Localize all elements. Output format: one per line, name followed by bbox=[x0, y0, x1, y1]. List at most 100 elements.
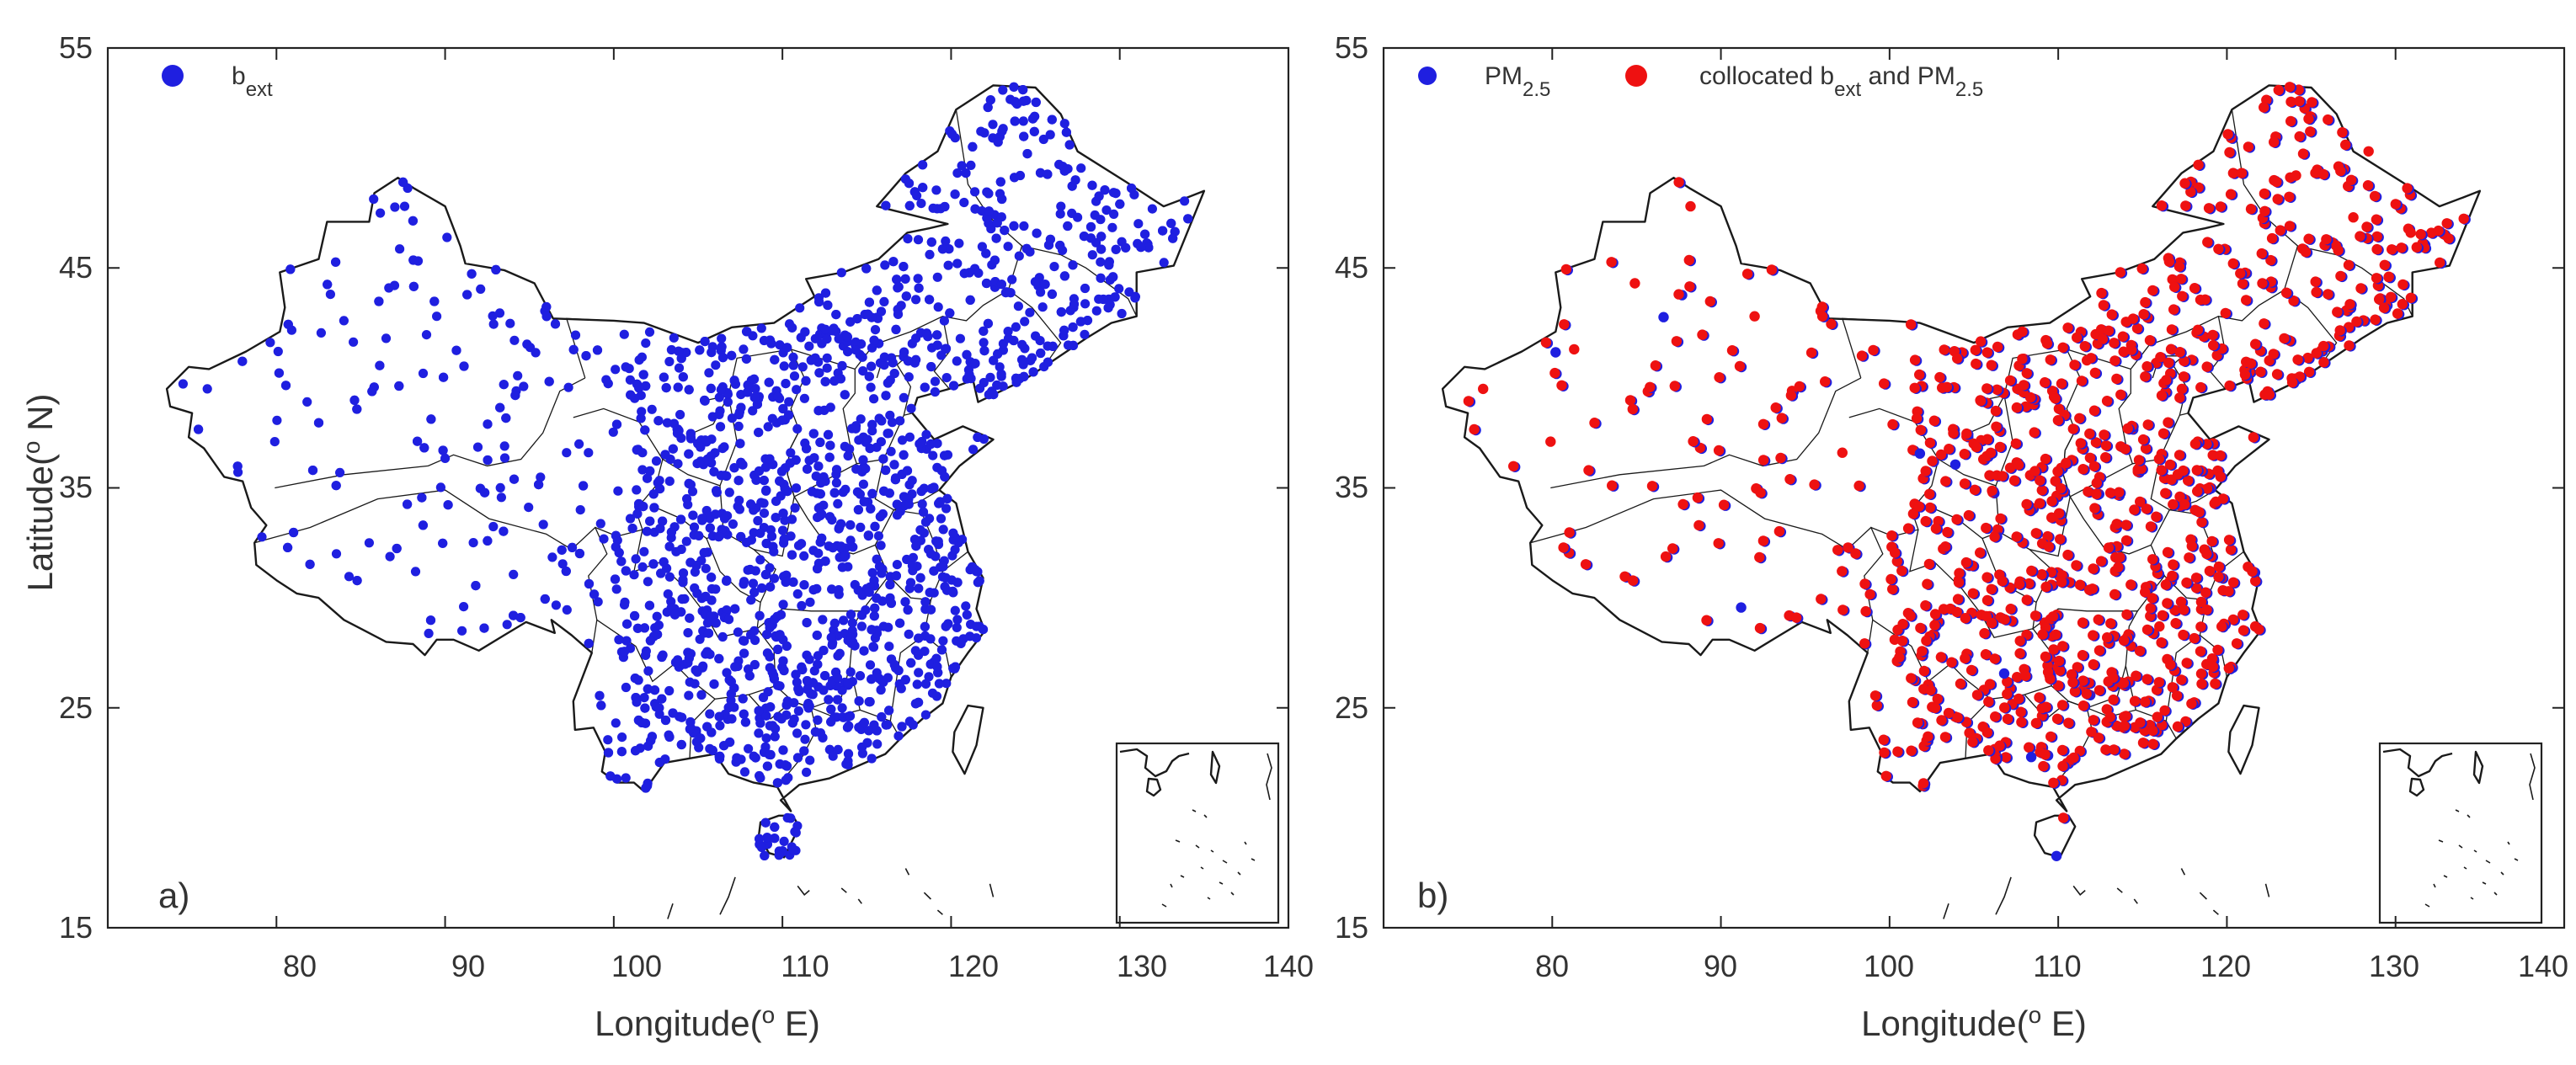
station-point-collocated bbox=[1673, 289, 1684, 300]
station-point-bext bbox=[595, 519, 605, 529]
station-point-bext bbox=[645, 516, 655, 526]
station-point-collocated bbox=[2005, 604, 2016, 615]
station-point-collocated bbox=[2223, 663, 2234, 674]
station-point-collocated bbox=[1606, 257, 1617, 268]
station-point-bext bbox=[1056, 307, 1066, 317]
station-point-collocated bbox=[2223, 586, 2234, 597]
station-point-collocated bbox=[2012, 672, 2023, 683]
station-point-collocated bbox=[2062, 322, 2073, 333]
station-point-bext bbox=[349, 395, 360, 405]
station-point-bext bbox=[1059, 166, 1069, 176]
station-point-bext bbox=[932, 330, 942, 340]
station-point-bext bbox=[734, 504, 745, 514]
station-point-collocated bbox=[1864, 588, 1875, 600]
station-point-bext bbox=[727, 350, 737, 360]
station-point-bext bbox=[1061, 127, 1071, 137]
station-point-collocated bbox=[2088, 715, 2099, 726]
station-point-bext bbox=[1059, 325, 1069, 335]
station-point-collocated bbox=[2317, 340, 2329, 352]
station-point-bext bbox=[399, 201, 410, 211]
station-point-bext bbox=[677, 712, 687, 722]
station-point-collocated bbox=[2013, 459, 2024, 471]
station-point-collocated bbox=[2175, 274, 2187, 285]
station-point-bext bbox=[784, 397, 794, 407]
station-point-bext bbox=[888, 257, 899, 267]
station-point-bext bbox=[823, 429, 834, 439]
station-point-bext bbox=[739, 767, 750, 777]
station-point-bext bbox=[575, 505, 585, 515]
y-tick-label: 15 bbox=[1335, 910, 1368, 945]
station-point-bext bbox=[770, 833, 780, 844]
station-point-collocated bbox=[1770, 402, 1781, 413]
station-point-collocated bbox=[2034, 692, 2045, 703]
station-point-bext bbox=[531, 348, 541, 358]
station-point-bext bbox=[675, 409, 685, 420]
station-point-bext bbox=[818, 615, 828, 625]
station-point-collocated bbox=[2344, 340, 2355, 351]
station-point-collocated bbox=[1922, 578, 1933, 589]
station-point-bext bbox=[723, 615, 734, 625]
station-point-bext bbox=[622, 619, 632, 629]
station-point-bext bbox=[807, 487, 818, 497]
station-point-bext bbox=[822, 363, 832, 373]
station-point-collocated bbox=[1997, 576, 2008, 587]
station-point-bext bbox=[1010, 116, 1020, 126]
station-point-collocated bbox=[1886, 530, 1897, 541]
station-point-bext bbox=[754, 466, 765, 477]
station-point-bext bbox=[714, 392, 724, 402]
station-point-pm25 bbox=[1998, 668, 2010, 679]
station-point-bext bbox=[961, 601, 971, 611]
station-point-bext bbox=[901, 291, 911, 301]
station-point-bext bbox=[1158, 226, 1168, 236]
station-point-bext bbox=[941, 679, 952, 689]
station-point-collocated bbox=[1766, 264, 1778, 275]
station-point-bext bbox=[895, 618, 905, 628]
station-point-collocated bbox=[2109, 338, 2120, 349]
station-point-bext bbox=[865, 444, 875, 454]
station-point-collocated bbox=[2131, 322, 2143, 334]
station-point-bext bbox=[352, 576, 362, 586]
station-point-collocated bbox=[2129, 695, 2141, 706]
station-point-bext bbox=[861, 464, 871, 474]
station-point-collocated bbox=[1989, 653, 2000, 664]
station-point-bext bbox=[859, 497, 869, 507]
station-point-bext bbox=[932, 662, 942, 672]
station-point-collocated bbox=[2109, 588, 2120, 600]
station-point-bext bbox=[837, 703, 847, 713]
station-point-collocated bbox=[1837, 447, 1848, 458]
station-point-bext bbox=[707, 727, 717, 738]
station-point-bext bbox=[856, 621, 867, 631]
station-point-bext bbox=[920, 679, 931, 689]
station-point-collocated bbox=[2167, 682, 2178, 693]
station-point-collocated bbox=[1785, 390, 1797, 401]
station-point-bext bbox=[616, 556, 627, 567]
station-point-collocated bbox=[2204, 566, 2216, 577]
station-point-bext bbox=[745, 564, 755, 575]
station-point-bext bbox=[897, 722, 907, 732]
station-point-bext bbox=[540, 594, 550, 604]
station-point-bext bbox=[755, 833, 765, 844]
station-point-bext bbox=[893, 309, 904, 319]
station-point-bext bbox=[993, 349, 1003, 359]
station-point-bext bbox=[536, 472, 546, 482]
station-point-bext bbox=[1011, 377, 1021, 387]
station-point-bext bbox=[970, 359, 980, 369]
province-boundary bbox=[2199, 599, 2228, 678]
station-point-collocated bbox=[2213, 561, 2225, 572]
station-point-collocated bbox=[2048, 644, 2059, 655]
station-point-bext bbox=[775, 340, 785, 350]
station-point-collocated bbox=[1983, 696, 1994, 707]
station-point-bext bbox=[596, 700, 606, 711]
station-point-bext bbox=[855, 671, 865, 681]
station-point-collocated bbox=[1713, 445, 1725, 456]
china-map-b bbox=[1441, 84, 2482, 919]
station-point-bext bbox=[886, 598, 896, 609]
station-point-bext bbox=[403, 499, 413, 509]
station-point-collocated bbox=[2097, 333, 2109, 344]
station-point-collocated bbox=[2099, 429, 2109, 440]
station-point-bext bbox=[892, 274, 902, 285]
station-point-collocated bbox=[1469, 423, 1480, 435]
station-point-bext bbox=[739, 344, 749, 354]
station-point-collocated bbox=[2113, 562, 2124, 572]
station-point-bext bbox=[897, 435, 908, 445]
